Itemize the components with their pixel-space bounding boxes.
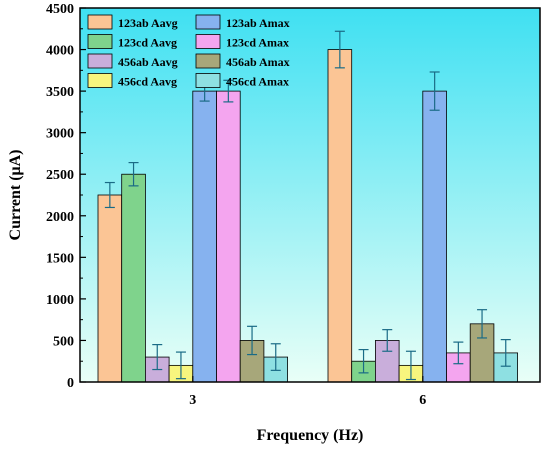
y-tick-label: 1500 [46,251,74,266]
x-tick-label: 6 [419,393,426,408]
legend-label: 456ab Aavg [118,55,178,69]
y-tick-label: 3000 [46,127,74,142]
legend-swatch [195,14,221,30]
legend-swatch [195,53,221,69]
legend-swatch [87,14,113,30]
y-axis: 0 500 1000 1500 2000 2500 3000 3500 4000 4500 [46,2,86,391]
y-tick-label: 4000 [46,44,74,59]
legend-label: 123cd Amax [226,36,289,50]
bar [121,173,146,383]
legend-swatch [195,34,221,49]
error-bars-layer [104,30,511,381]
y-tick-label: 2000 [46,210,74,225]
legend-swatch [87,53,113,69]
legend-label: 456cd Amax [226,75,289,89]
bar [327,49,353,383]
legend-label: 123ab Aavg [118,16,178,30]
plot-background [80,8,540,382]
y-axis-title: Current (μA) [7,150,24,241]
y-tick-label: 3500 [46,85,74,100]
bar [422,90,447,383]
legend-swatch [195,73,221,88]
bar [216,90,241,383]
y-tick-label: 1000 [46,293,74,308]
x-axis-title: Frequency (Hz) [257,427,364,444]
legend-label: 123ab Amax [226,16,290,30]
legend-label: 456ab Amax [226,55,290,69]
legend: 123ab Aavg 123cd Aavg 456ab Aavg 456cd Aavg… [87,14,290,89]
y-tick-label: 2500 [46,168,74,183]
legend-swatch [87,73,113,88]
bar [192,90,217,383]
legend-label: 123cd Aavg [118,36,177,50]
bar [97,194,123,383]
y-tick-label: 4500 [46,2,74,17]
x-tick-label: 3 [189,393,196,408]
y-tick-label: 0 [67,376,74,391]
y-tick-label: 500 [53,334,74,349]
legend-label: 456cd Aavg [118,75,177,89]
legend-swatch [87,34,113,49]
bars-layer [97,49,518,383]
